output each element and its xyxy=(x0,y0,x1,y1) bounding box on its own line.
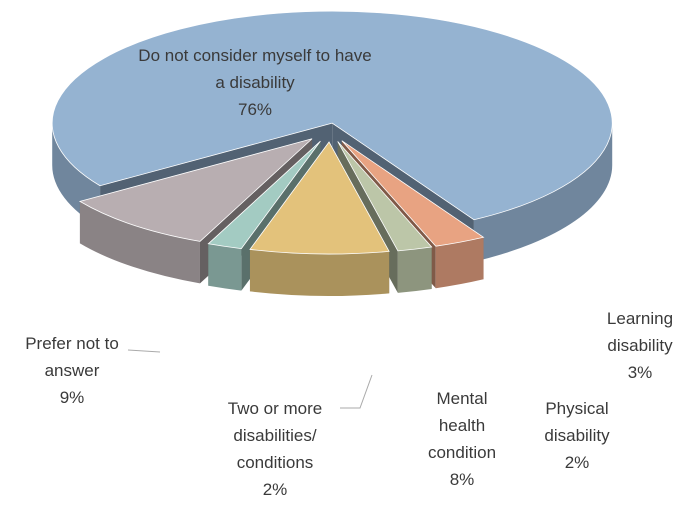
data-label: Physical disability 2% xyxy=(532,395,622,476)
value-label: 3% xyxy=(627,363,653,382)
leader-line xyxy=(340,374,373,409)
category-label: Physical disability xyxy=(544,399,610,445)
slice xyxy=(78,138,313,242)
slice-wall xyxy=(79,201,200,284)
category-label: Do not consider myself to have a disabil… xyxy=(138,46,372,92)
value-label: 9% xyxy=(59,388,85,407)
slice xyxy=(249,141,390,255)
data-label: Prefer not to answer 9% xyxy=(0,330,147,411)
slice-wall xyxy=(435,237,484,289)
value-label: 2% xyxy=(564,453,590,472)
category-label: Prefer not to answer xyxy=(25,334,119,380)
slice-wall xyxy=(208,243,242,291)
value-label: 76% xyxy=(237,100,273,119)
slice xyxy=(337,141,433,252)
data-label: Do not consider myself to have a disabil… xyxy=(135,42,375,123)
data-label: Mental health condition 8% xyxy=(417,385,507,493)
data-label: Two or more disabilities/ conditions 2% xyxy=(215,395,335,503)
slice-wall xyxy=(249,249,390,296)
value-label: 8% xyxy=(449,470,475,489)
slice-wall xyxy=(397,246,432,293)
slice xyxy=(207,140,321,250)
slice xyxy=(51,10,613,221)
slice xyxy=(341,140,485,247)
slice-wall xyxy=(473,123,613,262)
category-label: Learning disability xyxy=(606,309,674,355)
leader-line xyxy=(127,349,161,353)
category-label: Two or more disabilities/ conditions xyxy=(227,399,323,472)
data-label: Learning disability 3% xyxy=(595,305,685,386)
category-label: Mental health condition xyxy=(427,389,497,462)
value-label: 2% xyxy=(262,480,288,499)
